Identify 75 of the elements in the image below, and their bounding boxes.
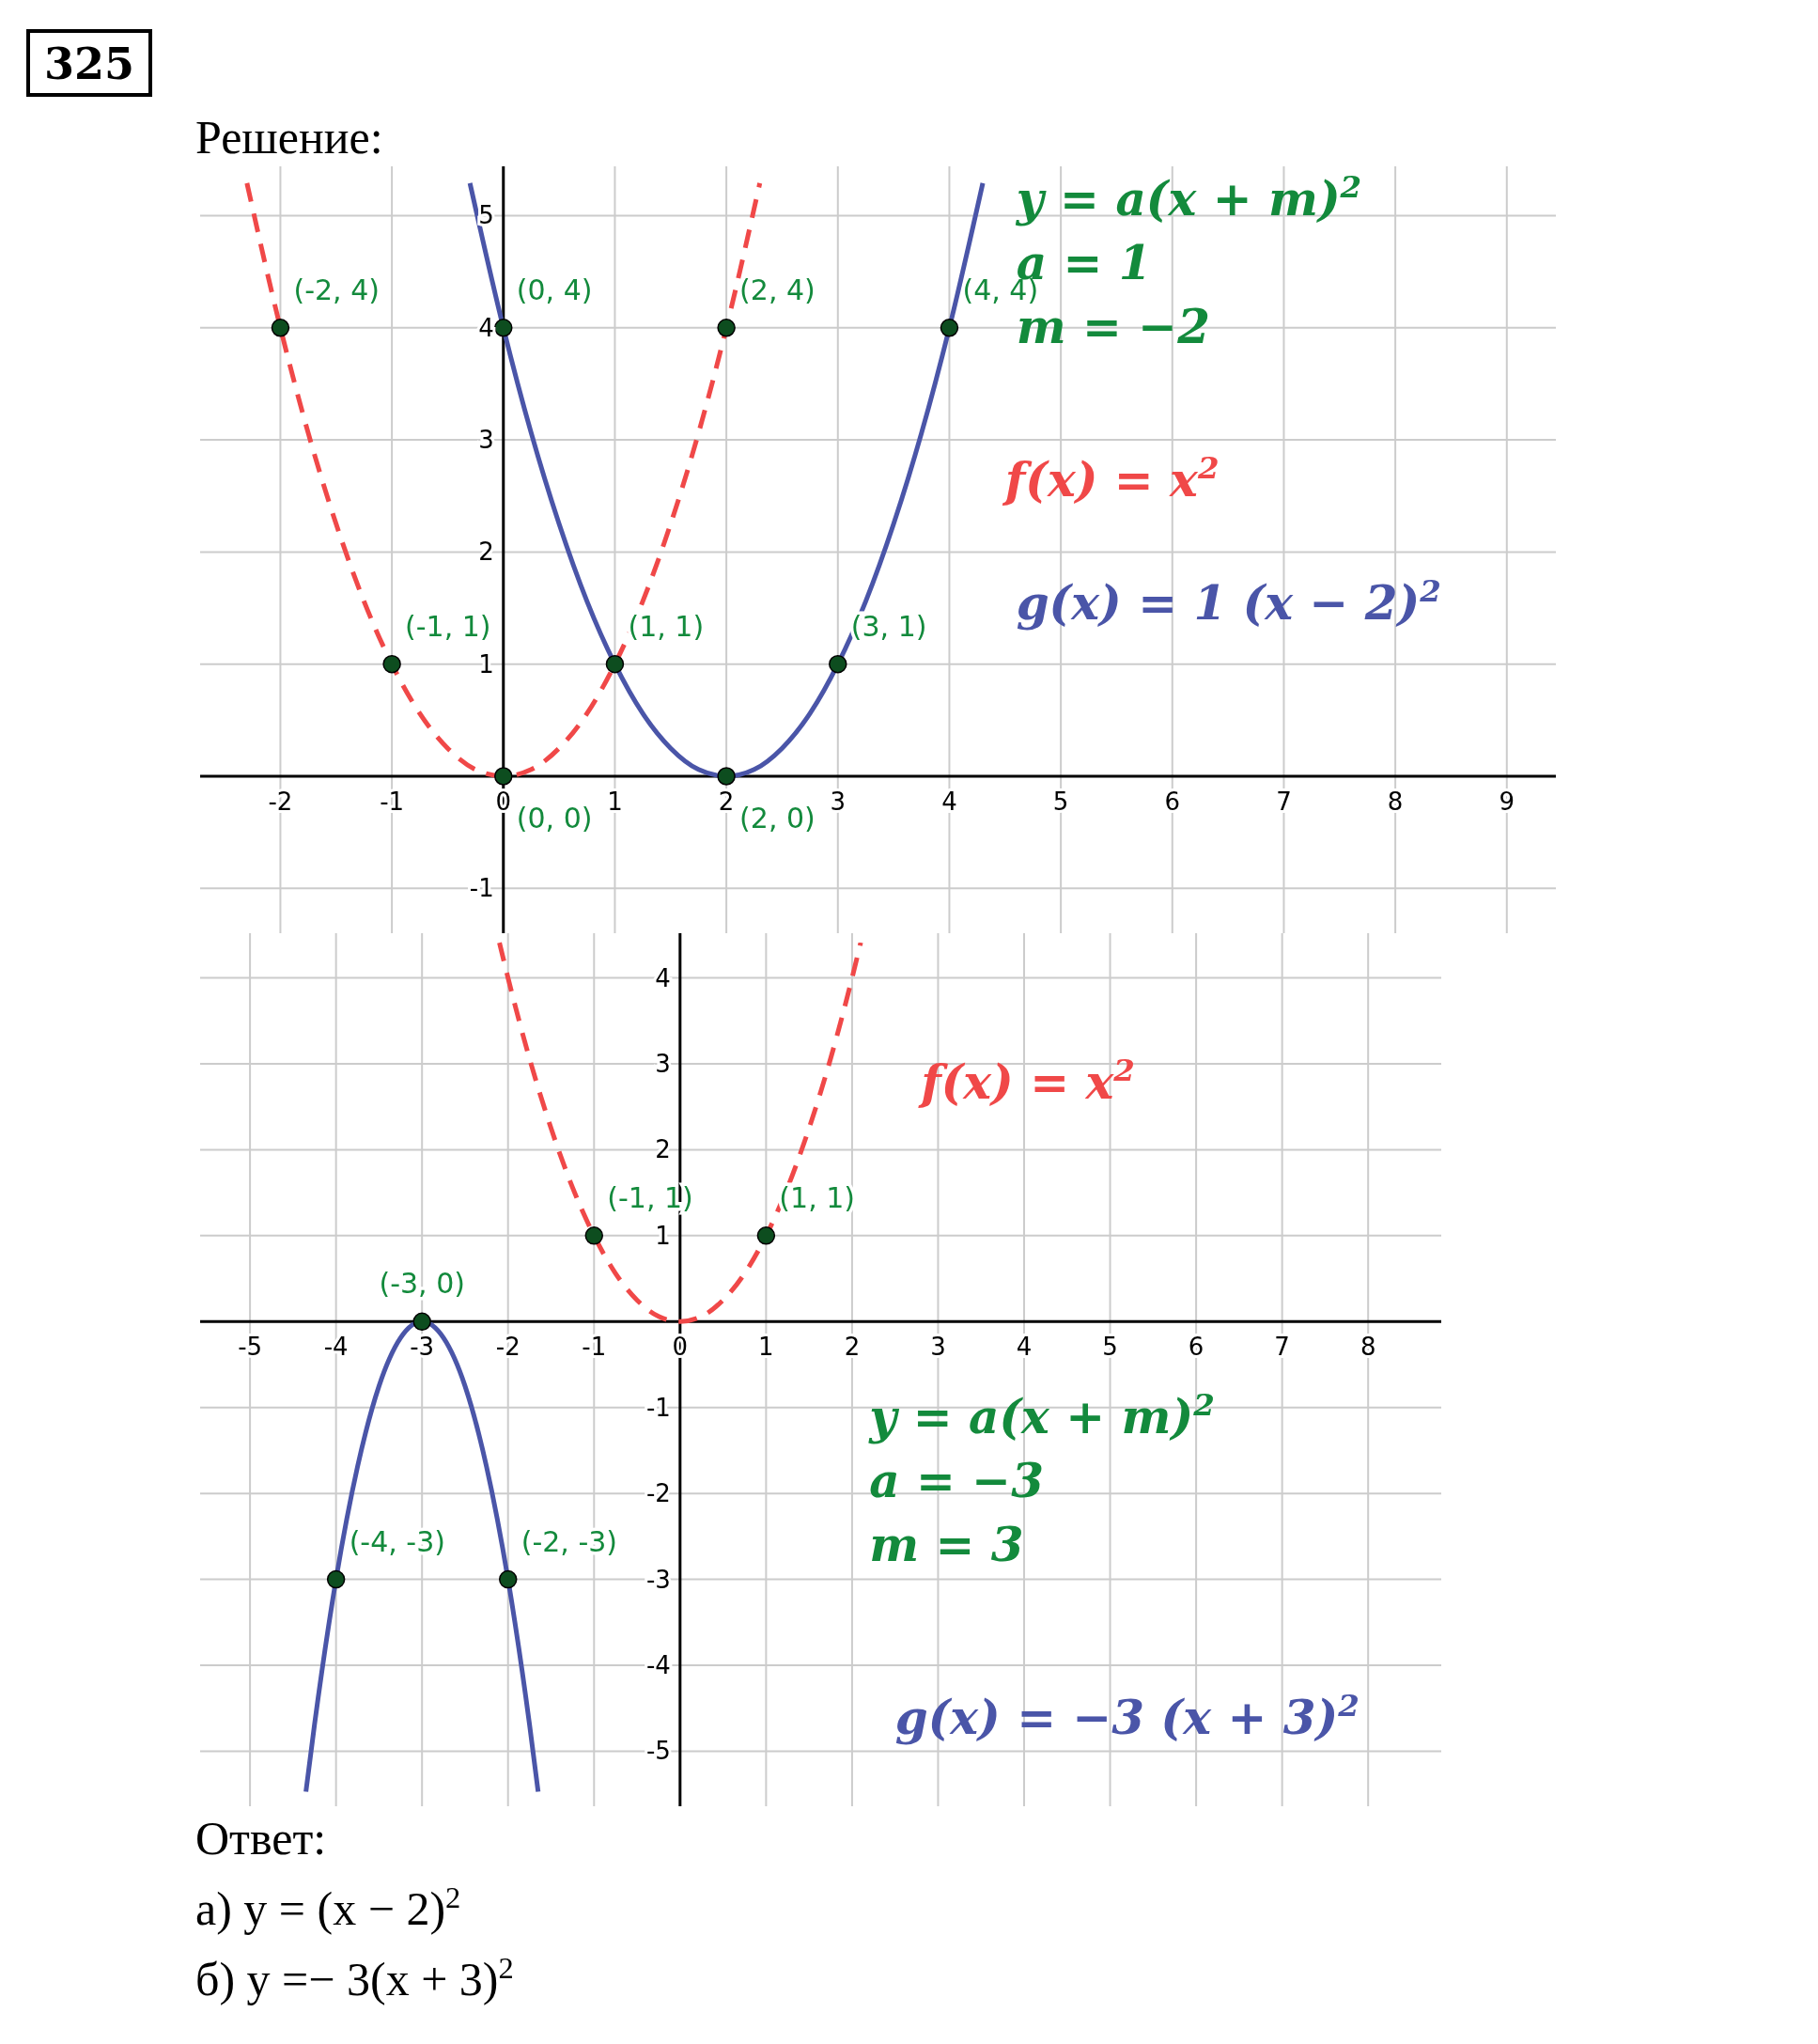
point bbox=[498, 1569, 518, 1589]
annotation: (0, 4) bbox=[516, 273, 593, 306]
point bbox=[940, 319, 959, 337]
y-tick-label: 5 bbox=[478, 201, 494, 230]
annotation: m = 3 bbox=[869, 1517, 1024, 1573]
x-tick-label: 3 bbox=[930, 1333, 946, 1362]
point bbox=[717, 767, 736, 786]
x-tick-label: 6 bbox=[1188, 1333, 1204, 1362]
text: а) y = (x − 2)$^{2}$ bbox=[195, 1880, 461, 1935]
x-tick-label: 5 bbox=[1102, 1333, 1118, 1362]
x-tick-label: 7 bbox=[1276, 787, 1292, 816]
x-tick-label: 6 bbox=[1164, 787, 1181, 816]
x-tick-label: 3 bbox=[830, 787, 847, 816]
x-tick-label: -4 bbox=[323, 1333, 349, 1362]
point bbox=[494, 319, 513, 337]
annotation: (1, 1) bbox=[779, 1180, 856, 1214]
x-tick-label: -1 bbox=[380, 787, 405, 816]
y-tick-label: 2 bbox=[478, 538, 494, 567]
point bbox=[326, 1569, 346, 1589]
x-tick-label: 9 bbox=[1499, 787, 1515, 816]
y-tick-label: -1 bbox=[645, 1393, 671, 1422]
x-tick-label: 8 bbox=[1387, 787, 1404, 816]
point bbox=[717, 319, 736, 337]
chart-title: 325 bbox=[43, 39, 135, 89]
point bbox=[584, 1226, 604, 1245]
text: g(x) = −3 (x + 3)$^{2}$ bbox=[894, 1686, 1360, 1746]
text: Ответ: bbox=[195, 1812, 327, 1865]
series-label: f(x) = x$^{2}$ bbox=[918, 1051, 1135, 1110]
point bbox=[412, 1312, 431, 1332]
chart-subtitle: Решение: bbox=[195, 111, 383, 164]
point bbox=[605, 654, 625, 674]
y-tick-label: 2 bbox=[655, 1135, 671, 1164]
text: g(x) = 1 (x − 2)$^{2}$ bbox=[1016, 571, 1441, 631]
x-tick-label: 8 bbox=[1360, 1333, 1376, 1362]
annotation: (0, 0) bbox=[516, 801, 593, 835]
x-tick-label: 2 bbox=[844, 1333, 861, 1362]
x-tick-label: -1 bbox=[582, 1333, 607, 1362]
y-tick-label: -4 bbox=[645, 1651, 671, 1680]
annotation: (2, 4) bbox=[739, 273, 816, 306]
x-tick-label: 1 bbox=[758, 1333, 774, 1362]
annotation: y = a(x + m)$^{2}$ bbox=[868, 1385, 1215, 1445]
text: б) y =− 3(x + 3)$^{2}$ bbox=[195, 1951, 514, 2005]
y-tick-label: -5 bbox=[645, 1737, 671, 1766]
y-tick-label: -3 bbox=[645, 1565, 671, 1594]
x-tick-label: 4 bbox=[1016, 1333, 1033, 1362]
y-tick-label: 3 bbox=[478, 426, 494, 455]
text: f(x) = x$^{2}$ bbox=[1002, 448, 1220, 507]
x-tick-label: -5 bbox=[238, 1333, 263, 1362]
x-tick-label: 4 bbox=[941, 787, 957, 816]
annotation: y = a(x + m)$^{2}$ bbox=[1015, 167, 1362, 227]
x-tick-label: -3 bbox=[410, 1333, 435, 1362]
y-tick-label: 4 bbox=[655, 963, 671, 992]
annotation: (-2, -3) bbox=[521, 1524, 618, 1558]
x-tick-label: 1 bbox=[607, 787, 623, 816]
annotation: (-1, 1) bbox=[405, 609, 491, 643]
point bbox=[829, 654, 847, 674]
y-tick-label: 4 bbox=[478, 313, 494, 342]
y-tick-label: -1 bbox=[469, 874, 494, 903]
annotation: (-2, 4) bbox=[293, 273, 380, 306]
annotation: (2, 0) bbox=[739, 801, 816, 835]
y-tick-label: 1 bbox=[478, 649, 494, 679]
x-tick-label: 5 bbox=[1052, 787, 1069, 816]
annotation: a = −3 bbox=[869, 1453, 1045, 1509]
y-tick-label: 1 bbox=[655, 1221, 671, 1250]
point bbox=[271, 319, 290, 337]
x-tick-label: 7 bbox=[1274, 1333, 1290, 1362]
annotation: (-3, 0) bbox=[379, 1267, 465, 1301]
x-tick-label: -2 bbox=[268, 787, 293, 816]
y-tick-label: 3 bbox=[655, 1049, 671, 1078]
point bbox=[382, 654, 401, 674]
y-tick-label: -2 bbox=[645, 1479, 671, 1508]
point bbox=[756, 1226, 776, 1245]
annotation: (-4, -3) bbox=[349, 1524, 445, 1558]
x-tick-label: 2 bbox=[718, 787, 735, 816]
point bbox=[494, 767, 513, 786]
